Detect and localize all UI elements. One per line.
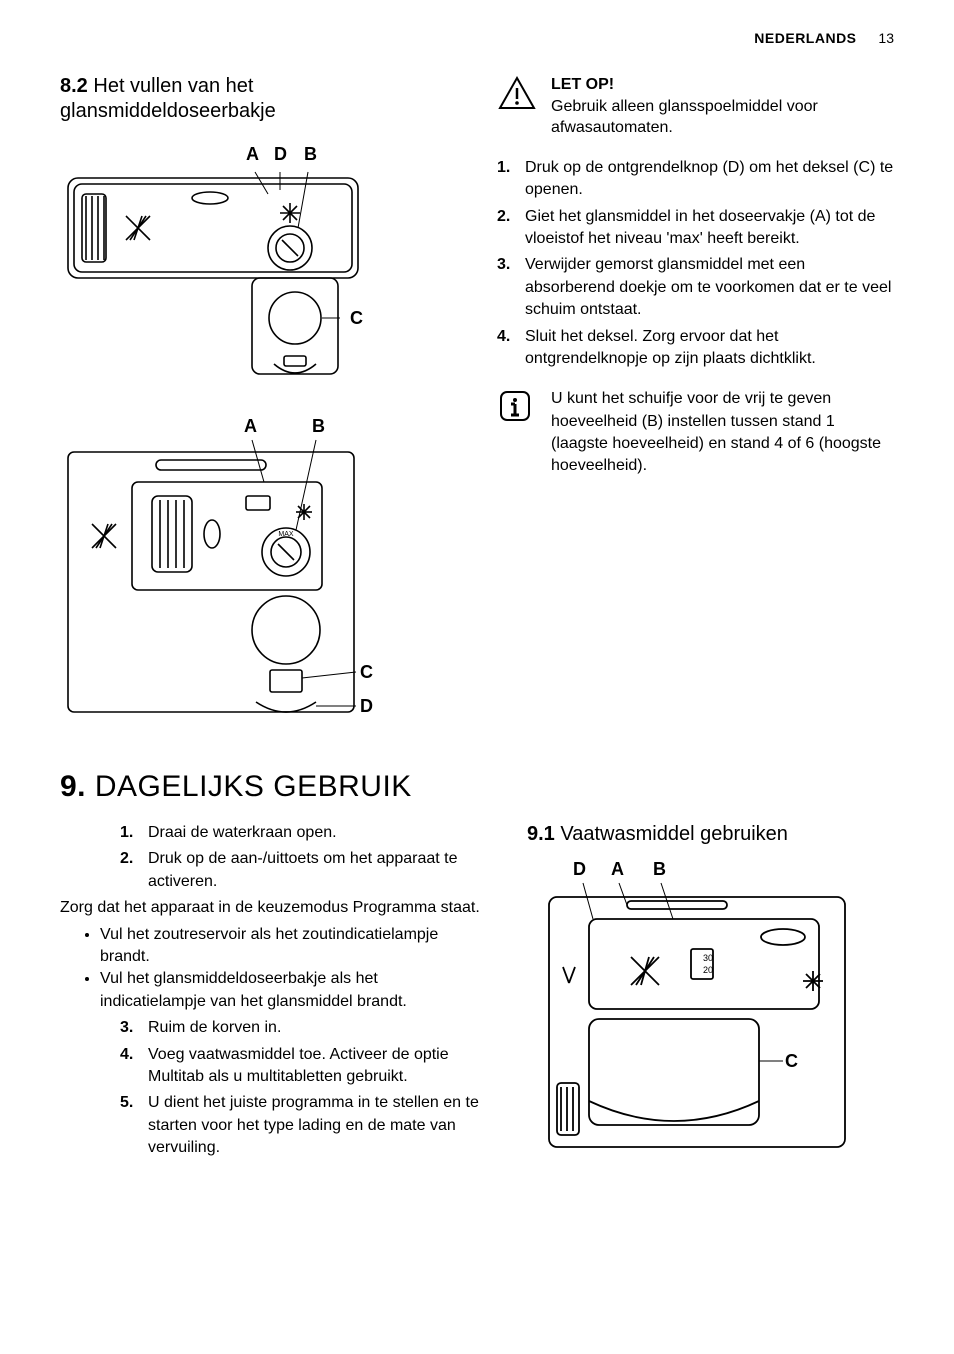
- heading-9-num: 9.: [60, 770, 86, 803]
- section-82-row: 8.2 Het vullen van het glansmiddeldoseer…: [60, 74, 894, 736]
- d1-label-C: C: [350, 308, 363, 329]
- d91-label-A: A: [611, 859, 624, 880]
- step-item: Verwijder gemorst glansmiddel met een ab…: [497, 254, 894, 321]
- info-block: U kunt het schuifje voor de vrij te geve…: [497, 388, 894, 478]
- d91-label-B: B: [653, 859, 666, 880]
- subheading-82: 8.2 Het vullen van het glansmiddeldoseer…: [60, 74, 457, 124]
- warning-body: Gebruik alleen glansspoelmiddel voor afw…: [551, 98, 818, 137]
- info-icon: [497, 388, 537, 478]
- bullets-9: Vul het zoutreservoir als het zoutindica…: [60, 924, 487, 1014]
- bullet-item: Vul het glansmiddeldoseerbakje als het i…: [100, 968, 487, 1013]
- step-item: Giet het glansmiddel in het doseervakje …: [497, 206, 894, 251]
- step-text: Druk op de aan-/uittoets om het apparaat…: [148, 848, 487, 893]
- subheading-91-num: 9.1: [527, 823, 555, 845]
- step-text: Druk op de ontgrendelknop (D) om het dek…: [525, 157, 894, 202]
- step-text: Voeg vaatwasmiddel toe. Activeer de opti…: [148, 1044, 487, 1089]
- warning-text: LET OP! Gebruik alleen glansspoelmiddel …: [551, 74, 894, 139]
- step-text: Sluit het deksel. Zorg ervoor dat het on…: [525, 326, 894, 371]
- d2-label-A: A: [244, 416, 257, 437]
- diagram-91: 30 20 D A B C: [527, 861, 867, 1171]
- d91-label-C: C: [785, 1051, 798, 1072]
- step-text: Giet het glansmiddel in het doseervakje …: [525, 206, 894, 251]
- d2-label-B: B: [312, 416, 325, 437]
- subheading-82-title: Het vullen van het glansmiddeldoseerbakj…: [60, 75, 276, 122]
- diagram-82-2: MAX A B C D: [60, 416, 380, 736]
- header-page-number: 13: [878, 30, 894, 46]
- steps-82-list: Druk op de ontgrendelknop (D) om het dek…: [497, 157, 894, 371]
- subheading-91: 9.1 Vaatwasmiddel gebruiken: [527, 822, 894, 847]
- diagram-91-svg: 30 20: [527, 861, 867, 1171]
- info-text: U kunt het schuifje voor de vrij te geve…: [551, 388, 894, 478]
- step-item: Sluit het deksel. Zorg ervoor dat het on…: [497, 326, 894, 371]
- step-item: U dient het juiste programma in te stell…: [120, 1092, 487, 1159]
- step-text: Draai de waterkraan open.: [148, 822, 337, 844]
- page-header: NEDERLANDS 13: [60, 30, 894, 46]
- section-9-row: Draai de waterkraan open. Druk op de aan…: [60, 822, 894, 1171]
- subheading-91-title: Vaatwasmiddel gebruiken: [560, 823, 788, 845]
- d1-label-D: D: [274, 144, 287, 165]
- d1-label-A: A: [246, 144, 259, 165]
- mid-para: Zorg dat het apparaat in de keuzemodus P…: [60, 897, 487, 919]
- d2-label-C: C: [360, 662, 373, 683]
- d1-label-B: B: [304, 144, 317, 165]
- heading-9: 9. DAGELIJKS GEBRUIK: [60, 770, 894, 804]
- step-text: Verwijder gemorst glansmiddel met een ab…: [525, 254, 894, 321]
- step-item: Voeg vaatwasmiddel toe. Activeer de opti…: [120, 1044, 487, 1089]
- diagram-82-1: A D B C: [60, 138, 380, 398]
- svg-text:MAX: MAX: [278, 531, 294, 538]
- mark-30: 30: [703, 953, 713, 963]
- step-item: Draai de waterkraan open.: [120, 822, 487, 844]
- subheading-82-num: 8.2: [60, 75, 88, 97]
- step-item: Druk op de ontgrendelknop (D) om het dek…: [497, 157, 894, 202]
- step-text: U dient het juiste programma in te stell…: [148, 1092, 487, 1159]
- step-item: Druk op de aan-/uittoets om het apparaat…: [120, 848, 487, 893]
- warning-triangle-icon: [497, 74, 537, 139]
- section-82-left: 8.2 Het vullen van het glansmiddeldoseer…: [60, 74, 457, 736]
- steps-9a-list: Draai de waterkraan open. Druk op de aan…: [120, 822, 487, 893]
- d2-label-D: D: [360, 696, 373, 717]
- step-item: Ruim de korven in.: [120, 1017, 487, 1039]
- header-language: NEDERLANDS: [754, 30, 856, 46]
- section-82-right: LET OP! Gebruik alleen glansspoelmiddel …: [497, 74, 894, 736]
- heading-9-title: DAGELIJKS GEBRUIK: [95, 770, 412, 803]
- bullet-item: Vul het zoutreservoir als het zoutindica…: [100, 924, 487, 969]
- warning-title: LET OP!: [551, 76, 614, 93]
- step-text: Ruim de korven in.: [148, 1017, 281, 1039]
- section-9-left: Draai de waterkraan open. Druk op de aan…: [60, 822, 487, 1171]
- d91-label-D: D: [573, 859, 586, 880]
- steps-9b-list: Ruim de korven in. Voeg vaatwasmiddel to…: [120, 1017, 487, 1159]
- warning-block: LET OP! Gebruik alleen glansspoelmiddel …: [497, 74, 894, 139]
- mark-20: 20: [703, 965, 713, 975]
- section-9-right: 9.1 Vaatwasmiddel gebruiken: [527, 822, 894, 1171]
- diagram-82-1-svg: [60, 138, 380, 398]
- diagram-82-2-svg: MAX: [60, 416, 380, 736]
